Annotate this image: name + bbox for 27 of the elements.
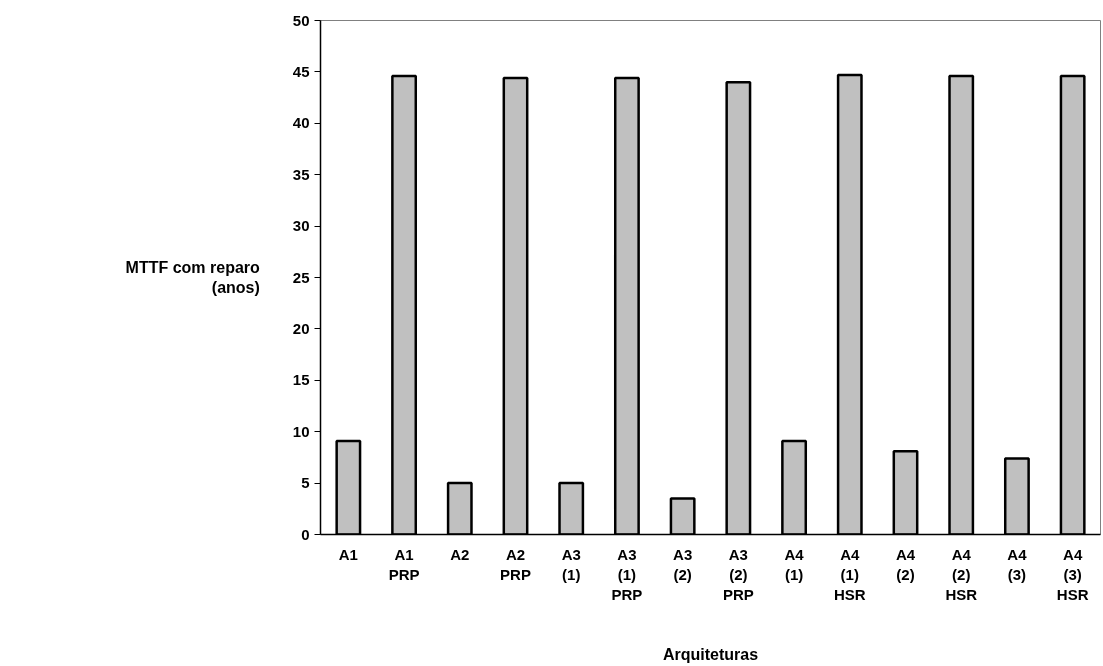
- y-axis-title: MTTF com reparo (anos): [125, 258, 261, 297]
- x-tick-label: A4 (3): [1007, 545, 1028, 583]
- x-tick-label: A2 PRP: [500, 545, 531, 583]
- x-tick-label: A3 (1): [561, 545, 581, 583]
- x-tick-label: A1: [338, 545, 358, 563]
- x-tick-label: A3 (1) PRP: [611, 545, 643, 604]
- y-tick-label: 10: [292, 422, 310, 440]
- x-tick-label: A4 (1): [784, 545, 805, 583]
- y-tick-label: 15: [292, 371, 310, 389]
- y-tick-label: 30: [292, 217, 310, 235]
- x-tick-label: A4 (1) HSR: [833, 545, 866, 604]
- x-tick-label: A3 (2): [673, 545, 693, 583]
- y-tick-label: 45: [292, 62, 310, 80]
- y-tick-label: 5: [301, 474, 310, 492]
- y-tick-label: 50: [292, 11, 310, 29]
- y-tick-label: 35: [292, 165, 310, 183]
- y-tick-label: 40: [292, 114, 310, 132]
- x-tick-label: A1 PRP: [388, 545, 420, 583]
- x-tick-label: A4 (2) HSR: [945, 545, 978, 604]
- y-tick-label: 0: [301, 525, 310, 543]
- x-tick-label: A4 (2): [895, 545, 916, 583]
- x-tick-label: A4 (3) HSR: [1056, 545, 1089, 604]
- y-tick-label: 25: [292, 268, 310, 286]
- y-tick-label: 20: [292, 319, 310, 337]
- x-tick-label: A2: [450, 545, 470, 563]
- x-tick-label: A3 (2) PRP: [722, 545, 754, 604]
- x-axis-title: Arquiteturas: [662, 646, 759, 664]
